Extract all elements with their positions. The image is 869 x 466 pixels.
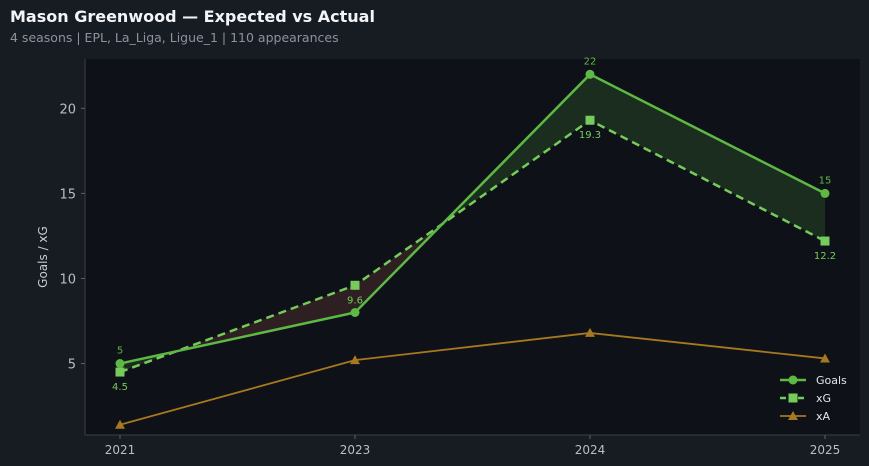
data-label-xg: 9.6 <box>347 295 363 306</box>
marker-xg <box>820 236 830 246</box>
legend-swatch-marker <box>788 375 798 385</box>
legend-label: xG <box>816 392 831 405</box>
axis-ticks: 2021 2023 2024 2025 5 10 15 20 <box>59 102 840 457</box>
legend-swatch-marker <box>788 393 798 403</box>
marker-goals <box>820 188 830 198</box>
data-label-xg: 19.3 <box>579 130 601 141</box>
legend-swatch-marker <box>788 411 798 420</box>
chart-subtitle: 4 seasons | EPL, La_Liga, Ligue_1 | 110 … <box>10 30 339 45</box>
data-label-goals: 5 <box>117 346 123 357</box>
series-line-goals <box>119 72 826 365</box>
legend-label: Goals <box>816 374 847 387</box>
x-tick-label: 2023 <box>340 443 371 457</box>
plot-area <box>85 59 860 435</box>
marker-xa <box>820 353 830 363</box>
marker-xa <box>115 419 125 429</box>
fill-overperformance <box>590 74 825 242</box>
series-line-xg <box>119 118 826 374</box>
marker-xg <box>115 367 125 377</box>
marker-goals <box>115 359 125 369</box>
y-tick-label: 20 <box>59 102 76 117</box>
y-tick-label: 10 <box>59 272 76 287</box>
y-axis-label: Goals / xG <box>36 226 50 288</box>
data-label-goals: 22 <box>584 56 597 67</box>
marker-goals <box>350 308 360 318</box>
legend-label: xA <box>816 410 831 423</box>
series-group <box>115 69 830 429</box>
chart-title: Mason Greenwood — Expected vs Actual <box>10 7 375 26</box>
y-tick-label: 5 <box>68 358 76 373</box>
series-line-xa <box>119 332 826 426</box>
marker-xg <box>350 280 360 290</box>
x-tick-label: 2021 <box>105 443 136 457</box>
marker-goals <box>585 69 595 79</box>
marker-xa <box>350 355 360 365</box>
x-tick-label: 2024 <box>575 443 606 457</box>
marker-xa <box>585 327 595 337</box>
data-label-goals: 15 <box>819 175 832 186</box>
y-tick-label: 15 <box>59 187 76 202</box>
data-label-xg: 4.5 <box>112 382 128 393</box>
data-label-xg: 12.2 <box>814 251 836 262</box>
x-tick-label: 2025 <box>810 443 841 457</box>
data-labels: 5 22 15 4.5 9.6 19.3 12.2 <box>112 56 836 393</box>
marker-xg <box>585 115 595 125</box>
legend: Goals xG xA <box>780 374 847 423</box>
